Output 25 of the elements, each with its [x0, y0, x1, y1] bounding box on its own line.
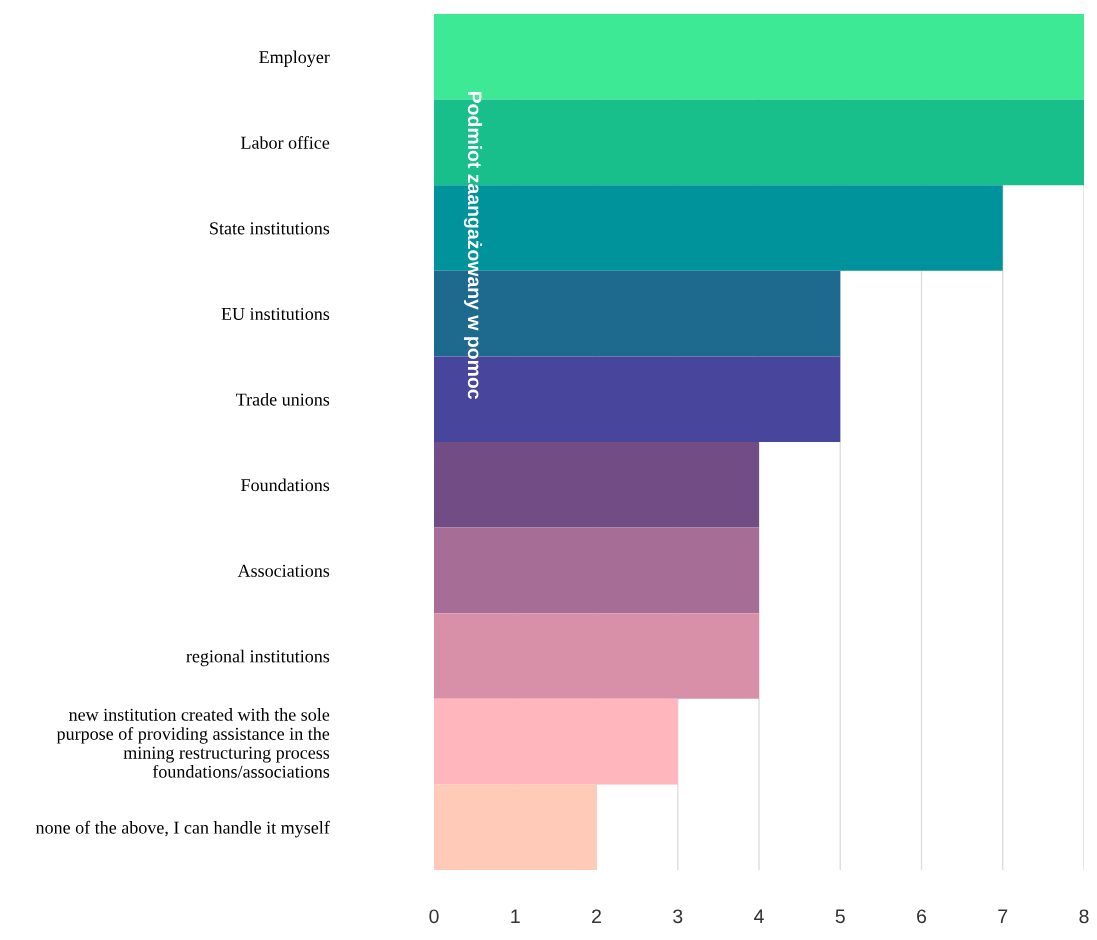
- bar: [434, 442, 759, 528]
- y-axis-title: Podmiot zaangażowany w pomoc: [463, 91, 483, 400]
- y-tick-label: none of the above, I can handle it myself: [35, 820, 330, 838]
- x-tick-label: 0: [429, 909, 439, 924]
- x-tick-label: 7: [998, 909, 1008, 923]
- y-tick-label: EU institutions: [221, 307, 330, 321]
- y-tick-label: Labor office: [240, 135, 330, 149]
- y-tick-label: Foundations: [241, 478, 330, 492]
- bar: [434, 698, 678, 785]
- y-tick-label: Employer: [259, 50, 330, 67]
- y-tick-label: Trade unions: [236, 392, 330, 406]
- bar: [434, 527, 759, 614]
- x-tick-label: 4: [754, 909, 764, 923]
- x-tick-label: 1: [511, 909, 520, 923]
- x-tick-label: 3: [673, 909, 683, 924]
- x-tick-label: 6: [917, 909, 927, 924]
- y-tick-label: regional institutions: [186, 649, 330, 667]
- bar: [434, 784, 597, 870]
- bar: [434, 613, 759, 699]
- x-tick-label: 5: [835, 909, 845, 924]
- y-tick-label: new institution created with the sole purpose of providing assistance in the mining restructuring process foundations/associations: [56, 708, 330, 778]
- y-tick-label: Associations: [237, 564, 330, 577]
- y-tick-label: State institutions: [210, 222, 330, 235]
- x-tick-label: 2: [592, 909, 601, 923]
- x-tick-label: 8: [1079, 909, 1089, 924]
